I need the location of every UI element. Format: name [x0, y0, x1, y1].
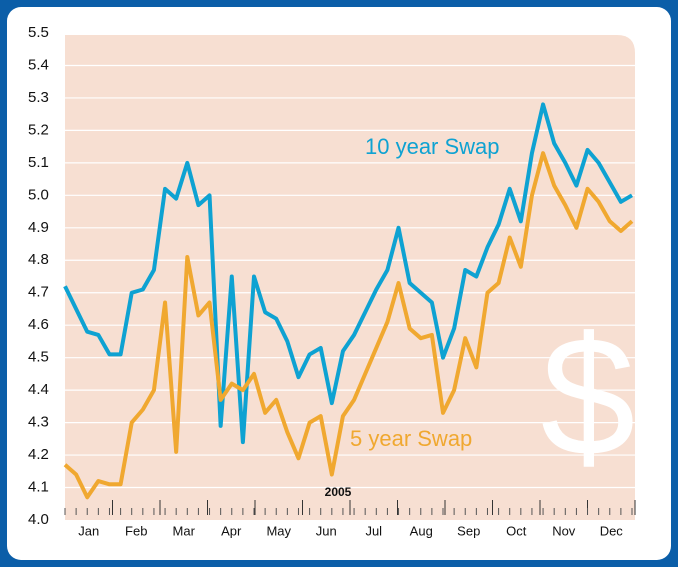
- x-tick-label: Feb: [125, 523, 147, 538]
- y-tick-label: 4.5: [28, 349, 49, 366]
- plot-area: [65, 35, 635, 520]
- y-tick-label: 4.4: [28, 381, 49, 398]
- x-annotation: 2005: [325, 485, 352, 499]
- y-tick-label: 4.6: [28, 316, 49, 333]
- x-tick-label: Dec: [600, 523, 624, 538]
- y-tick-label: 5.1: [28, 154, 49, 171]
- x-tick-label: Nov: [552, 523, 576, 538]
- y-tick-label: 4.2: [28, 446, 49, 463]
- y-tick-label: 5.3: [28, 89, 49, 106]
- x-tick-label: Mar: [173, 523, 196, 538]
- y-tick-label: 4.1: [28, 479, 49, 496]
- y-tick-label: 4.3: [28, 414, 49, 431]
- y-tick-label: 4.9: [28, 219, 49, 236]
- y-tick-label: 5.2: [28, 121, 49, 138]
- y-tick-label: 4.7: [28, 284, 49, 301]
- series-label: 10 year Swap: [365, 134, 500, 159]
- line-series: [63, 102, 634, 445]
- x-tick-label: May: [266, 523, 291, 538]
- symbol: $: [541, 302, 636, 492]
- x-tick-label: Jan: [78, 523, 99, 538]
- x-tick-label: Oct: [506, 523, 527, 538]
- y-tick-label: 4.8: [28, 251, 49, 268]
- x-tick-label: Sep: [457, 523, 480, 538]
- series-label: 5 year Swap: [350, 426, 472, 451]
- y-tick-label: 5.0: [28, 186, 49, 203]
- line-series: [63, 151, 634, 500]
- y-tick-label: 5.5: [28, 24, 49, 41]
- x-tick-label: Jun: [316, 523, 337, 538]
- x-tick-label: Jul: [365, 523, 382, 538]
- y-tick-label: 5.4: [28, 56, 49, 73]
- y-tick-label: 4.0: [28, 511, 49, 528]
- x-tick-label: Aug: [410, 523, 433, 538]
- x-tick-label: Apr: [221, 523, 242, 538]
